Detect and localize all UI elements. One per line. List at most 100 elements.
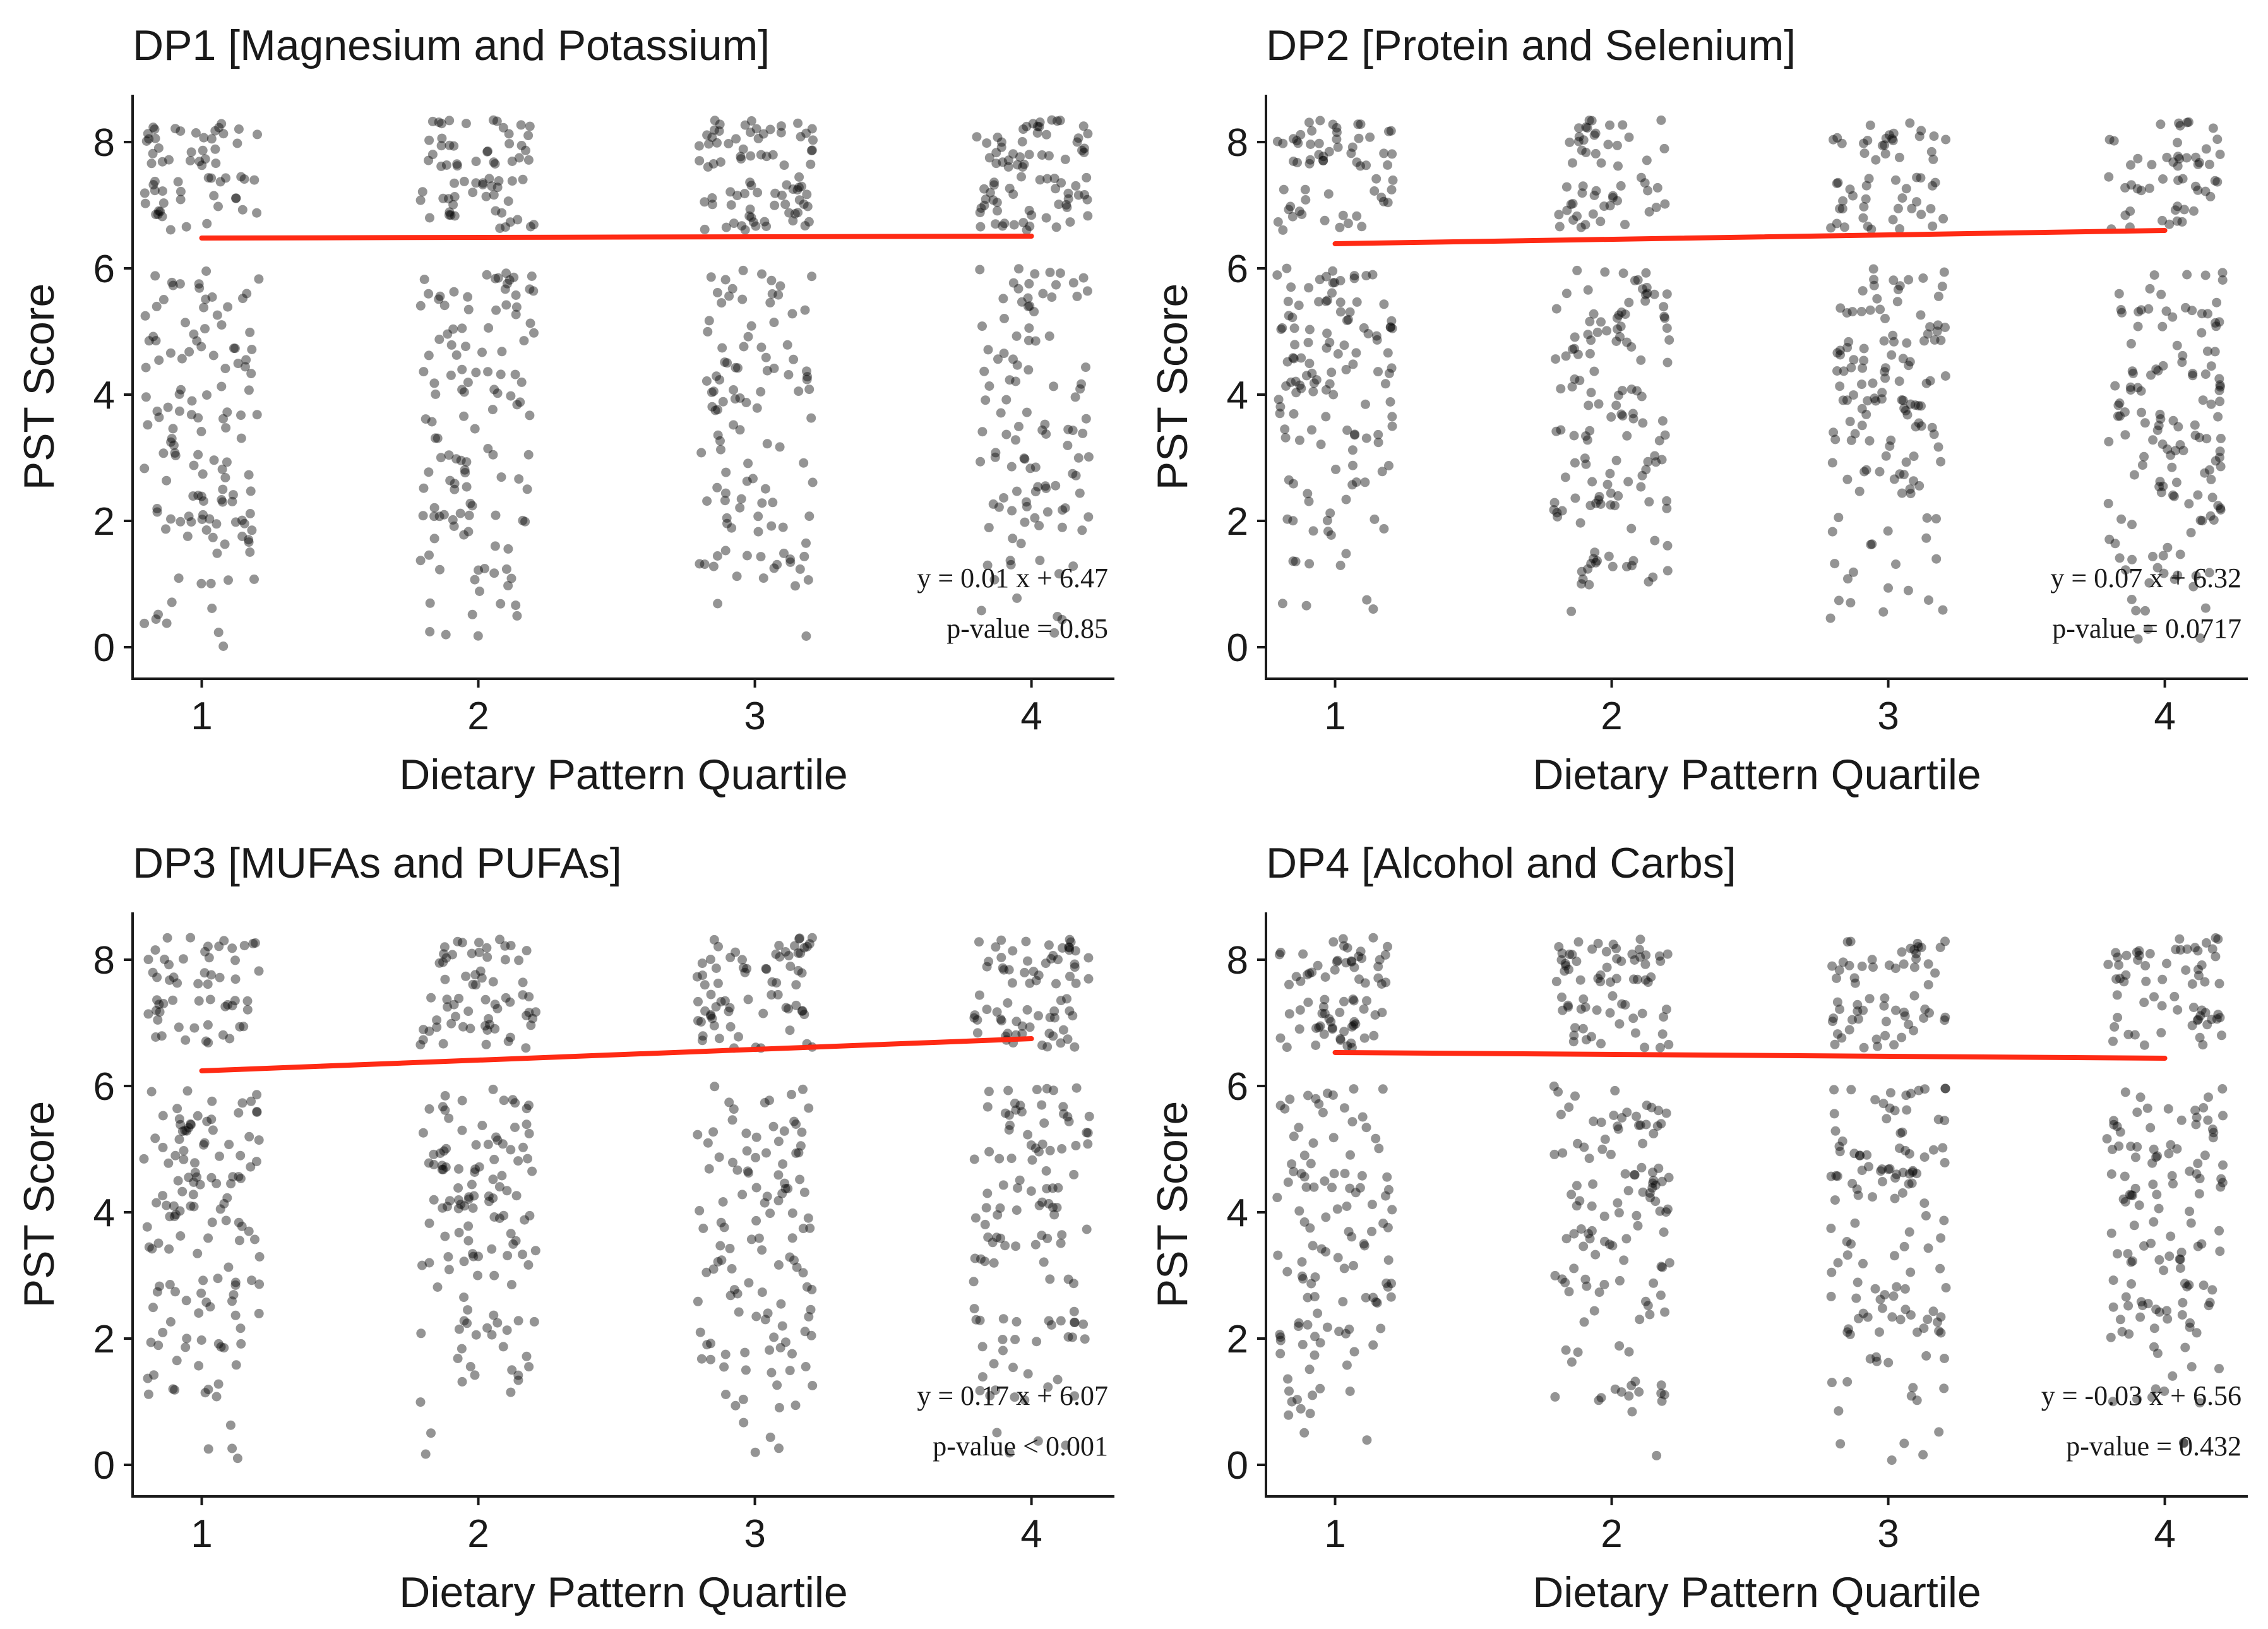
data-point xyxy=(2109,1116,2119,1126)
data-point xyxy=(798,1084,808,1094)
data-point xyxy=(1853,1014,1863,1024)
data-point xyxy=(467,609,477,619)
data-point xyxy=(2152,425,2163,435)
data-point xyxy=(2135,1312,2146,1322)
data-point xyxy=(808,477,818,487)
data-point xyxy=(2127,595,2137,604)
data-point xyxy=(1572,1201,1582,1211)
data-point xyxy=(170,1385,180,1395)
data-point xyxy=(2145,949,2155,958)
data-point xyxy=(998,294,1008,304)
data-point xyxy=(777,190,787,200)
data-point xyxy=(1897,193,1907,203)
data-point xyxy=(1072,291,1082,301)
data-point xyxy=(1081,414,1091,424)
regression-line xyxy=(1332,228,2168,246)
data-point xyxy=(1328,266,1338,276)
data-point xyxy=(1055,268,1065,278)
x-tick-label: 2 xyxy=(1601,1512,1622,1556)
data-point xyxy=(2191,571,2201,581)
data-point xyxy=(176,1231,186,1241)
data-point xyxy=(1620,220,1630,230)
data-point xyxy=(1630,1376,1640,1387)
data-point xyxy=(2215,397,2225,407)
data-point xyxy=(446,340,457,350)
data-point xyxy=(2197,309,2207,319)
data-point xyxy=(1645,1188,1655,1198)
data-point xyxy=(2168,415,2178,426)
data-point xyxy=(751,221,761,231)
data-point xyxy=(2147,1158,2158,1168)
data-point xyxy=(1845,184,1855,194)
data-point xyxy=(246,486,256,496)
data-point xyxy=(1835,204,1845,214)
data-point xyxy=(784,208,794,218)
data-point xyxy=(1059,1109,1068,1119)
data-point xyxy=(184,1173,194,1183)
data-point xyxy=(1848,191,1858,201)
data-point xyxy=(1043,1382,1053,1392)
data-point xyxy=(798,1268,808,1278)
data-point xyxy=(1291,388,1301,398)
data-point xyxy=(514,955,524,965)
data-point xyxy=(1289,479,1298,489)
data-point xyxy=(1569,343,1579,354)
data-point xyxy=(731,134,741,144)
data-point xyxy=(1361,1123,1371,1133)
data-point xyxy=(2212,297,2222,307)
data-point xyxy=(1611,943,1621,953)
data-point xyxy=(1643,1301,1653,1311)
data-point xyxy=(700,559,710,570)
data-point xyxy=(1037,150,1047,160)
data-point xyxy=(806,159,816,169)
data-point xyxy=(512,400,522,410)
data-point xyxy=(1657,1262,1668,1272)
data-point xyxy=(2190,181,2200,191)
data-point xyxy=(1570,458,1580,468)
data-point xyxy=(1045,1274,1055,1284)
data-point xyxy=(1596,158,1606,168)
data-point xyxy=(186,933,196,943)
data-point xyxy=(1000,1108,1010,1118)
data-point xyxy=(1275,1335,1286,1346)
data-point xyxy=(1069,1169,1079,1179)
data-point xyxy=(463,1194,474,1204)
data-point xyxy=(230,955,240,965)
data-point xyxy=(1826,1224,1836,1233)
data-point xyxy=(2132,1107,2142,1118)
y-tick-label: 6 xyxy=(1227,248,1248,291)
data-point xyxy=(1013,1183,1023,1193)
data-point xyxy=(767,977,777,987)
data-point xyxy=(1378,1219,1388,1228)
data-point xyxy=(1331,464,1340,474)
data-point xyxy=(527,272,537,281)
data-point xyxy=(198,469,208,479)
data-point xyxy=(492,1135,503,1145)
data-point xyxy=(1842,308,1852,318)
data-point xyxy=(2175,945,2185,955)
data-point xyxy=(445,207,455,217)
data-point xyxy=(1077,145,1087,155)
data-point xyxy=(1339,996,1349,1006)
data-point xyxy=(2187,1362,2197,1372)
data-point xyxy=(1359,323,1369,333)
data-point xyxy=(1662,503,1672,513)
data-point xyxy=(1832,366,1842,376)
data-point xyxy=(1855,1150,1865,1161)
data-point xyxy=(1077,525,1087,535)
data-point xyxy=(230,517,241,527)
data-point xyxy=(488,1174,498,1184)
data-point xyxy=(1370,514,1380,524)
data-point xyxy=(1289,323,1299,333)
data-point xyxy=(728,1157,737,1167)
data-point xyxy=(1006,559,1016,570)
data-point xyxy=(1556,955,1567,965)
data-point xyxy=(1325,508,1335,518)
data-point xyxy=(1835,303,1846,313)
data-point xyxy=(236,433,246,443)
data-point xyxy=(1892,297,1902,307)
data-point xyxy=(2134,946,2144,956)
x-tick-label: 3 xyxy=(744,1512,765,1556)
data-point xyxy=(994,1154,1005,1164)
data-point xyxy=(1363,329,1373,338)
